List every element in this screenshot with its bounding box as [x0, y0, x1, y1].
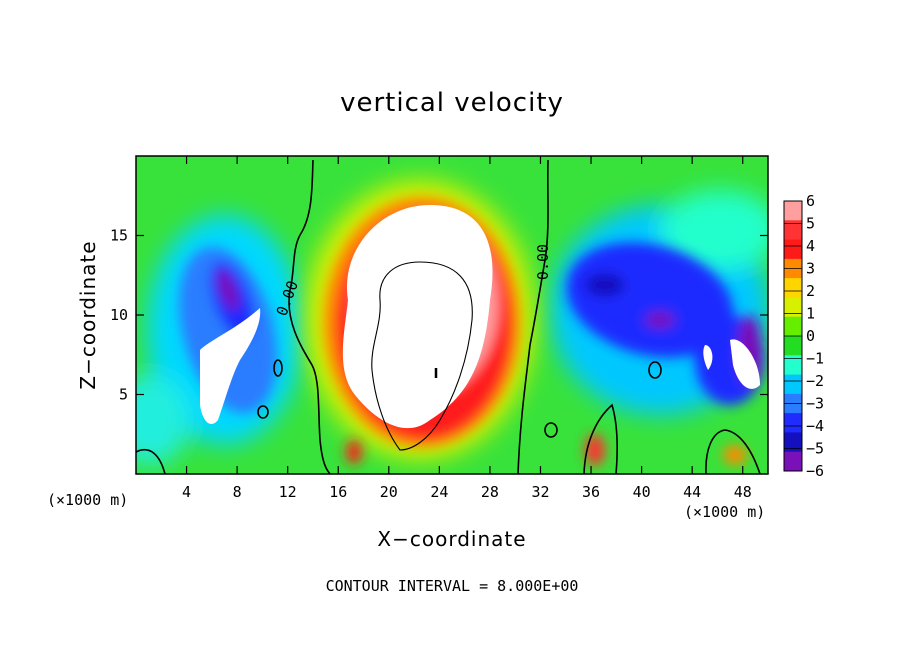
contour-lines	[136, 159, 761, 474]
colorbar-label: 3	[806, 260, 815, 278]
colorbar-swatch	[784, 451, 802, 472]
colorbar-swatch	[784, 355, 802, 376]
x-tick-label: 16	[329, 483, 347, 501]
colorbar-swatch	[784, 336, 802, 356]
x-tick-label: 12	[279, 483, 297, 501]
colorbar-label: 6	[806, 192, 815, 210]
colorbar-label: 2	[806, 282, 815, 300]
colorbar-swatch	[784, 278, 802, 298]
colorbar-swatch	[784, 297, 802, 318]
colorbar-label: −3	[806, 395, 824, 413]
colorbar-label: 0	[806, 327, 815, 345]
x-tick-label: 28	[481, 483, 499, 501]
heatmap-field	[136, 156, 768, 474]
x-tick-label: 24	[430, 483, 448, 501]
x-tick-label: 20	[380, 483, 398, 501]
colorbar-swatch	[784, 220, 802, 241]
contour-interval-text: CONTOUR INTERVAL = 8.000E+00	[325, 577, 579, 595]
x-tick-label: 40	[633, 483, 651, 501]
y-tick-label: 15	[110, 227, 128, 245]
colorbar-label: −1	[806, 350, 824, 368]
y-tick-label: 5	[119, 386, 128, 404]
x-units-label-left: (×1000 m)	[47, 491, 129, 509]
x-axis-ticks: 4 8 12 16 20 24 28 32 36 40 44 48	[182, 156, 752, 501]
x-axis-label: X−coordinate	[377, 527, 527, 551]
x-tick-label: 44	[683, 483, 701, 501]
x-tick-label: 32	[531, 483, 549, 501]
y-axis-ticks: 5 10 15	[110, 227, 768, 404]
chart-title: vertical velocity	[340, 88, 564, 118]
x-units-label-right: (×1000 m)	[684, 503, 766, 521]
colorbar-label: 1	[806, 305, 815, 323]
contour-label-right: 0.00	[534, 244, 552, 280]
colorbar-swatch	[784, 239, 802, 260]
x-tick-label: 4	[182, 483, 191, 501]
colorbar-swatch	[784, 374, 802, 395]
y-tick-label: 10	[110, 306, 128, 324]
x-tick-label: 8	[233, 483, 242, 501]
x-tick-label: 36	[582, 483, 600, 501]
x-tick-label: 48	[734, 483, 752, 501]
colorbar: 6 5 4 3 2 1 0 −1 −2 −3 −4 −5 −6	[783, 192, 824, 480]
colorbar-label: 4	[806, 237, 815, 255]
colorbar-label: −4	[806, 417, 824, 435]
colorbar-swatch	[784, 201, 802, 221]
colorbar-label: −5	[806, 440, 824, 458]
colorbar-label: −6	[806, 462, 824, 480]
colorbar-label: −2	[806, 372, 824, 390]
colorbar-label: 5	[806, 215, 815, 233]
colorbar-swatch	[784, 316, 802, 337]
colorbar-swatch	[784, 413, 802, 433]
colorbar-swatch	[784, 432, 802, 453]
